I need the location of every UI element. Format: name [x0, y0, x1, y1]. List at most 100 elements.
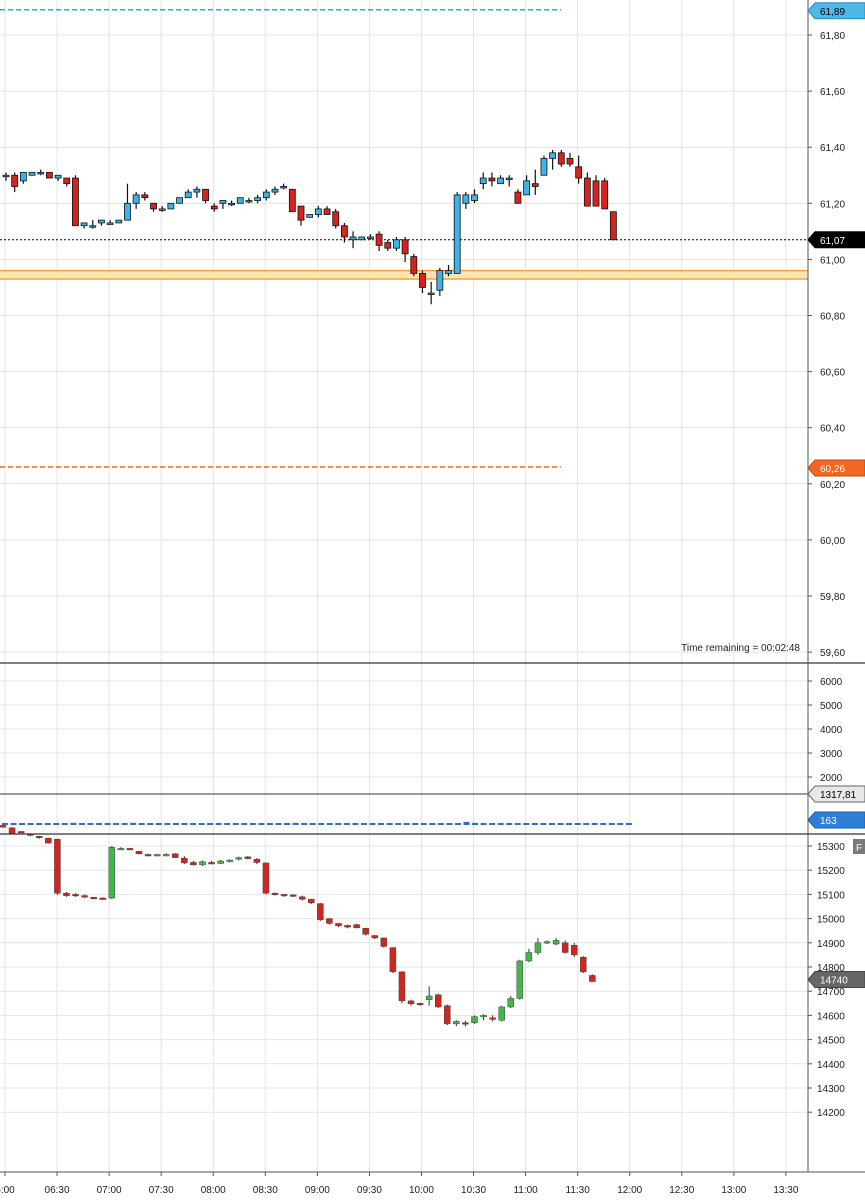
volume-bar[interactable]: [583, 823, 590, 825]
volume-bar[interactable]: [121, 823, 128, 825]
volume-bar[interactable]: [301, 823, 308, 825]
volume-bar[interactable]: [27, 823, 34, 825]
volume-bar[interactable]: [514, 823, 521, 825]
price-candle[interactable]: [245, 197, 253, 204]
lower-candle[interactable]: [54, 838, 61, 895]
lower-candle[interactable]: [226, 859, 233, 863]
volume-bar[interactable]: [275, 823, 282, 825]
volume-bar[interactable]: [87, 823, 94, 825]
volume-bar[interactable]: [309, 823, 316, 825]
lower-candle[interactable]: [190, 861, 197, 866]
volume-bar[interactable]: [454, 823, 461, 825]
price-candle[interactable]: [219, 200, 227, 209]
lower-candle[interactable]: [543, 940, 551, 945]
price-candle[interactable]: [471, 189, 478, 204]
price-candle[interactable]: [11, 172, 19, 193]
volume-bar[interactable]: [574, 823, 581, 825]
price-candle[interactable]: [367, 234, 374, 240]
price-candle[interactable]: [349, 231, 357, 249]
lower-candle[interactable]: [162, 853, 170, 857]
volume-bar[interactable]: [266, 823, 273, 825]
lower-candle[interactable]: [208, 861, 215, 865]
price-candle[interactable]: [141, 192, 149, 201]
price-candle[interactable]: [262, 189, 270, 201]
price-candle[interactable]: [314, 206, 322, 218]
price-candle[interactable]: [540, 155, 548, 176]
price-candle[interactable]: [167, 202, 175, 210]
volume-bar[interactable]: [113, 823, 120, 825]
volume-bar[interactable]: [548, 823, 555, 825]
price-candle[interactable]: [254, 194, 262, 204]
lower-candle[interactable]: [72, 893, 79, 897]
volume-bar[interactable]: [207, 823, 214, 825]
lower-candle[interactable]: [308, 898, 315, 905]
lower-candle[interactable]: [580, 956, 587, 974]
lower-candle[interactable]: [280, 893, 288, 897]
lower-candle[interactable]: [407, 999, 415, 1006]
price-candle[interactable]: [549, 150, 557, 170]
lower-candle[interactable]: [462, 1020, 469, 1027]
lower-candle[interactable]: [434, 993, 442, 1009]
volume-bar[interactable]: [480, 823, 487, 825]
price-candle[interactable]: [401, 236, 409, 263]
price-candle[interactable]: [280, 183, 288, 190]
price-candle[interactable]: [297, 205, 305, 226]
lower-candle[interactable]: [552, 937, 560, 946]
lower-candle[interactable]: [480, 1014, 487, 1021]
lower-candle[interactable]: [181, 856, 188, 865]
volume-bar[interactable]: [70, 822, 77, 825]
lower-candle[interactable]: [99, 897, 106, 900]
volume-bar[interactable]: [172, 823, 179, 825]
lower-candle[interactable]: [516, 959, 524, 1000]
price-candle[interactable]: [436, 267, 444, 296]
volume-bars[interactable]: [0, 793, 808, 825]
volume-bar[interactable]: [343, 823, 350, 825]
price-candle[interactable]: [45, 172, 53, 179]
price-candle[interactable]: [132, 192, 140, 209]
lower-candle[interactable]: [498, 1005, 505, 1022]
lower-candle[interactable]: [144, 853, 152, 857]
price-candle[interactable]: [98, 219, 105, 226]
volume-bar[interactable]: [625, 823, 632, 825]
price-candle[interactable]: [236, 197, 244, 204]
volume-bar[interactable]: [130, 822, 137, 825]
lower-candle[interactable]: [534, 937, 542, 955]
price-candle[interactable]: [210, 203, 218, 212]
volume-bar[interactable]: [506, 823, 513, 825]
volume-bar[interactable]: [395, 823, 402, 825]
volume-bar[interactable]: [335, 823, 342, 825]
lower-candle[interactable]: [425, 986, 433, 1006]
volume-bar[interactable]: [181, 823, 188, 825]
volume-bar[interactable]: [617, 823, 624, 825]
lower-candle[interactable]: [172, 853, 179, 859]
lower-candle[interactable]: [244, 856, 252, 860]
volume-bar[interactable]: [369, 823, 376, 825]
lower-candle[interactable]: [0, 824, 7, 828]
price-candle[interactable]: [453, 192, 461, 274]
volume-bar[interactable]: [386, 823, 393, 825]
price-candle[interactable]: [54, 174, 62, 181]
volume-bar[interactable]: [326, 823, 333, 825]
volume-bar[interactable]: [591, 823, 598, 825]
volume-bar[interactable]: [36, 823, 43, 825]
volume-bar[interactable]: [96, 823, 103, 825]
volume-bar[interactable]: [10, 823, 17, 825]
price-candle[interactable]: [193, 186, 201, 198]
volume-bar[interactable]: [412, 823, 419, 825]
price-candle[interactable]: [462, 192, 470, 209]
lower-candle[interactable]: [199, 860, 206, 866]
volume-bar[interactable]: [164, 823, 171, 825]
price-candle[interactable]: [28, 172, 36, 176]
volume-bar[interactable]: [540, 823, 547, 825]
price-candle[interactable]: [592, 175, 600, 207]
lower-candle[interactable]: [289, 894, 297, 897]
volume-bar[interactable]: [531, 823, 538, 825]
lower-candle[interactable]: [8, 827, 16, 835]
price-candle[interactable]: [288, 188, 296, 213]
price-candle[interactable]: [332, 208, 340, 229]
volume-bar[interactable]: [429, 823, 436, 825]
lower-candle[interactable]: [398, 971, 406, 1004]
volume-bar[interactable]: [44, 823, 51, 825]
